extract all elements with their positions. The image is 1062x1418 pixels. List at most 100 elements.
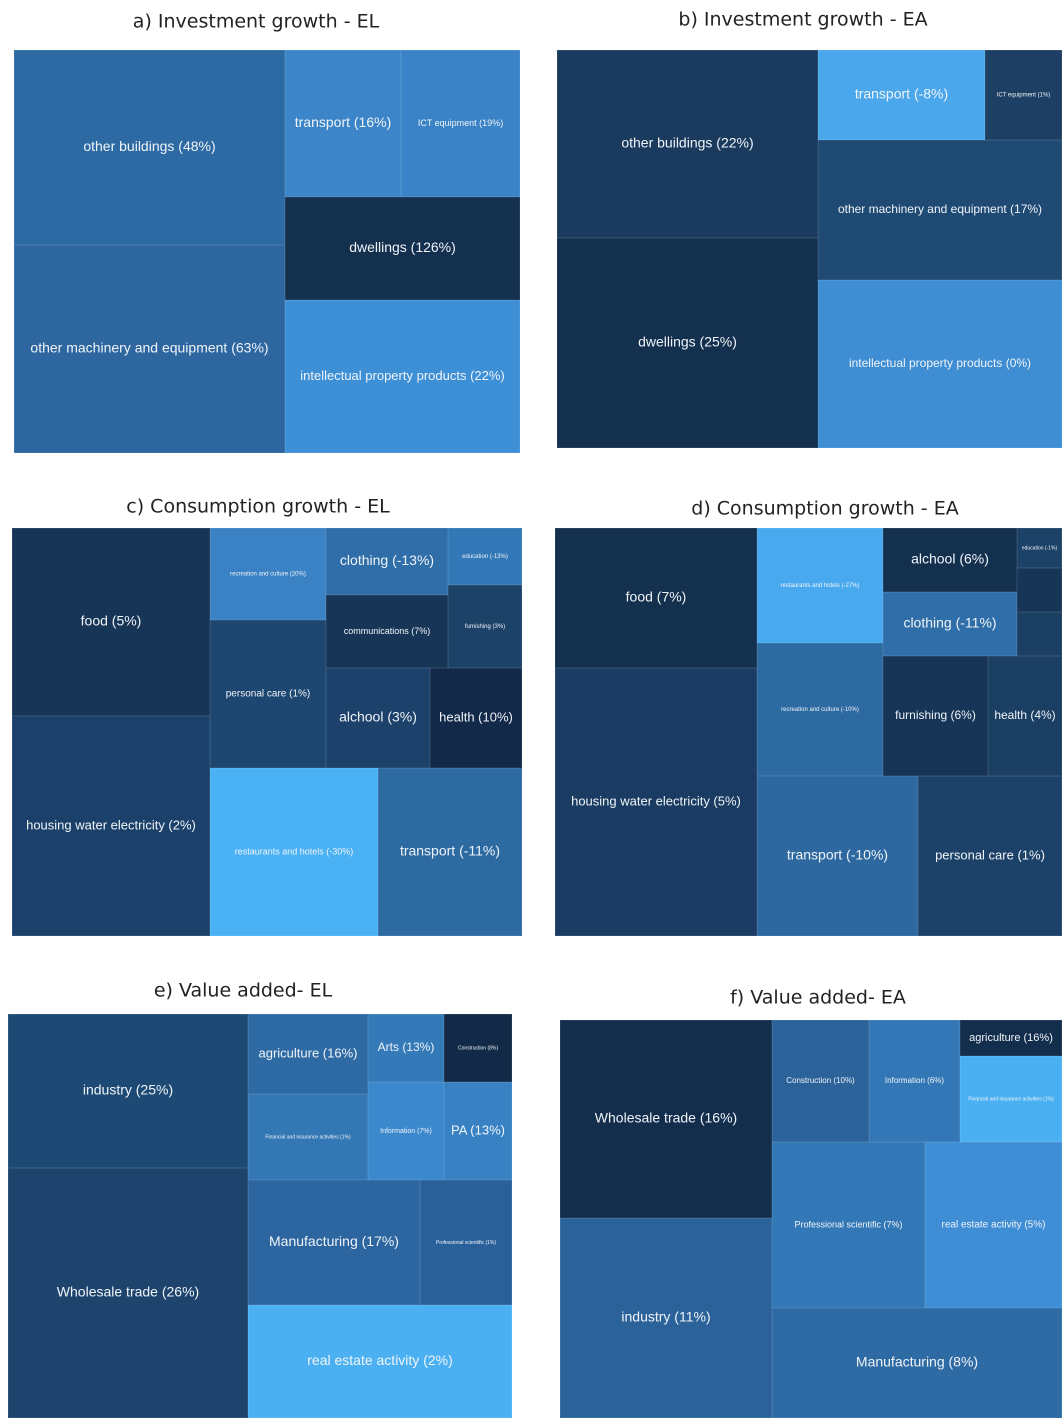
treemap-panel: b) Investment growth - EA other buildings… [557, 9, 1062, 448]
treemap-cell: education (-13%) [448, 528, 522, 585]
cell-label: alchool (6%) [911, 551, 989, 567]
cell-label: dwellings (126%) [349, 239, 456, 255]
cell-rect [420, 1180, 512, 1305]
cell-label: agriculture (16%) [259, 1045, 358, 1060]
treemap-cell: other buildings (22%) [557, 50, 818, 238]
cell-label: personal care (1%) [226, 689, 310, 700]
cell-rect [326, 595, 448, 668]
treemap-cell: agriculture (16%) [960, 1020, 1062, 1056]
cell-rect [1017, 528, 1062, 568]
treemap-panel: d) Consumption growth - EA food (7%) housi… [555, 498, 1062, 936]
treemap-cell: alchool (6%) [883, 528, 1017, 592]
cell-label: clothing (-13%) [340, 552, 434, 568]
cell-label: intellectual property products (0%) [849, 356, 1031, 370]
treemap-cell: transport (-8%) [818, 50, 985, 140]
treemap-cell: education (-1%) [1017, 528, 1062, 568]
cell-label: Information (7%) [380, 1128, 432, 1135]
treemap-cell: ICT equipment (1%) [985, 50, 1062, 140]
cell-label: Information (6%) [885, 1076, 944, 1085]
cell-rect [368, 1082, 444, 1180]
treemap-cell: Manufacturing (8%) [772, 1308, 1062, 1418]
cell-rect [430, 668, 522, 768]
treemap-cell: industry (11%) [560, 1218, 772, 1418]
cell-label: PA (13%) [451, 1122, 505, 1137]
treemap-panel: e) Value added- EL industry (25%) Wholesal… [8, 980, 512, 1418]
treemap-cell: real estate activity (2%) [248, 1305, 512, 1418]
cell-label: Wholesale trade (26%) [57, 1284, 199, 1300]
cell-label: health (4%) [994, 708, 1055, 722]
cell-label: furnishing (6%) [895, 708, 976, 722]
treemap-cell: dwellings (25%) [557, 238, 818, 448]
cell-label: Financial and insurance activities (1%) [265, 1134, 351, 1140]
treemap-cell: Wholesale trade (16%) [560, 1020, 772, 1218]
cell-rect [557, 50, 818, 238]
treemap-cell: Financial and insurance activities (1%) [248, 1094, 368, 1180]
treemap-cell: alchool (3%) [326, 668, 430, 768]
treemap-cell: restaurants and hotels (-27%) [757, 528, 883, 643]
cell-label: Construction (8%) [458, 1045, 498, 1051]
cell-label: industry (11%) [621, 1309, 710, 1325]
cell-rect [210, 528, 326, 620]
cell-rect [557, 238, 818, 448]
cell-rect [1017, 612, 1062, 656]
cell-rect [560, 1218, 772, 1418]
cell-rect [883, 656, 988, 776]
cell-label: Manufacturing (8%) [856, 1354, 978, 1370]
cell-rect [925, 1142, 1062, 1308]
treemap-cell: communications (7%) [326, 595, 448, 668]
treemap-cell: intellectual property products (22%) [285, 300, 520, 453]
cell-rect [960, 1020, 1062, 1056]
treemap-panel: f) Value added- EA Wholesale trade (16%) i… [560, 987, 1062, 1418]
cell-rect [883, 592, 1017, 656]
treemap-cell: recreation and culture (20%) [210, 528, 326, 620]
treemap-cell: clothing (-13%) [326, 528, 448, 595]
cell-label: education (-1%) [1022, 545, 1058, 551]
cell-label: other buildings (22%) [621, 135, 753, 151]
cell-rect [960, 1056, 1062, 1142]
cell-label: dwellings (25%) [638, 334, 737, 350]
cell-label: housing water electricity (2%) [26, 817, 196, 832]
treemap-cell: dwellings (126%) [285, 197, 520, 300]
cell-rect [757, 643, 883, 776]
treemap-cell: agriculture (16%) [248, 1014, 368, 1094]
cell-rect [818, 280, 1062, 448]
treemap-cell: food (5%) [12, 528, 210, 716]
cell-rect [378, 768, 522, 936]
cell-rect [248, 1014, 368, 1094]
cell-label: Wholesale trade (16%) [595, 1110, 737, 1126]
cell-label: ICT equipment (1%) [997, 93, 1051, 99]
treemap-cell: Manufacturing (17%) [248, 1180, 420, 1305]
cell-rect [757, 528, 883, 643]
treemap-cell: other machinery and equipment (63%) [14, 245, 285, 453]
cell-rect [285, 50, 401, 197]
cell-label: health (10%) [439, 709, 513, 724]
treemap-cell [1017, 568, 1062, 612]
treemap-cell: personal care (1%) [210, 620, 326, 768]
cell-label: restaurants and hotels (-30%) [235, 846, 354, 856]
cell-rect [757, 776, 918, 936]
cell-rect [869, 1020, 960, 1142]
treemap-cell: restaurants and hotels (-30%) [210, 768, 378, 936]
cell-label: clothing (-11%) [903, 615, 996, 631]
treemap-cell: Professional scientific (7%) [772, 1142, 925, 1308]
cell-rect [818, 50, 985, 140]
cell-label: communications (7%) [344, 626, 431, 636]
cell-label: transport (-11%) [400, 843, 500, 859]
cell-rect [401, 50, 520, 197]
treemap-cell: Construction (10%) [772, 1020, 869, 1142]
cell-label: recreation and culture (-10%) [781, 707, 859, 713]
cell-label: alchool (3%) [339, 709, 417, 725]
cell-label: other machinery and equipment (17%) [838, 202, 1042, 216]
cell-label: Construction (10%) [786, 1076, 855, 1085]
cell-rect [14, 245, 285, 453]
cell-label: other machinery and equipment (63%) [30, 340, 268, 356]
treemap-cell: Professional scientific (1%) [420, 1180, 512, 1305]
cell-label: agriculture (16%) [969, 1032, 1053, 1044]
cell-label: food (5%) [81, 613, 142, 629]
treemap-cell: Financial and insurance activities (1%) [960, 1056, 1062, 1142]
cell-rect [448, 585, 522, 668]
treemap-cell [1017, 612, 1062, 656]
cell-label: food (7%) [626, 589, 687, 605]
panel-title: a) Investment growth - EL [133, 11, 380, 33]
